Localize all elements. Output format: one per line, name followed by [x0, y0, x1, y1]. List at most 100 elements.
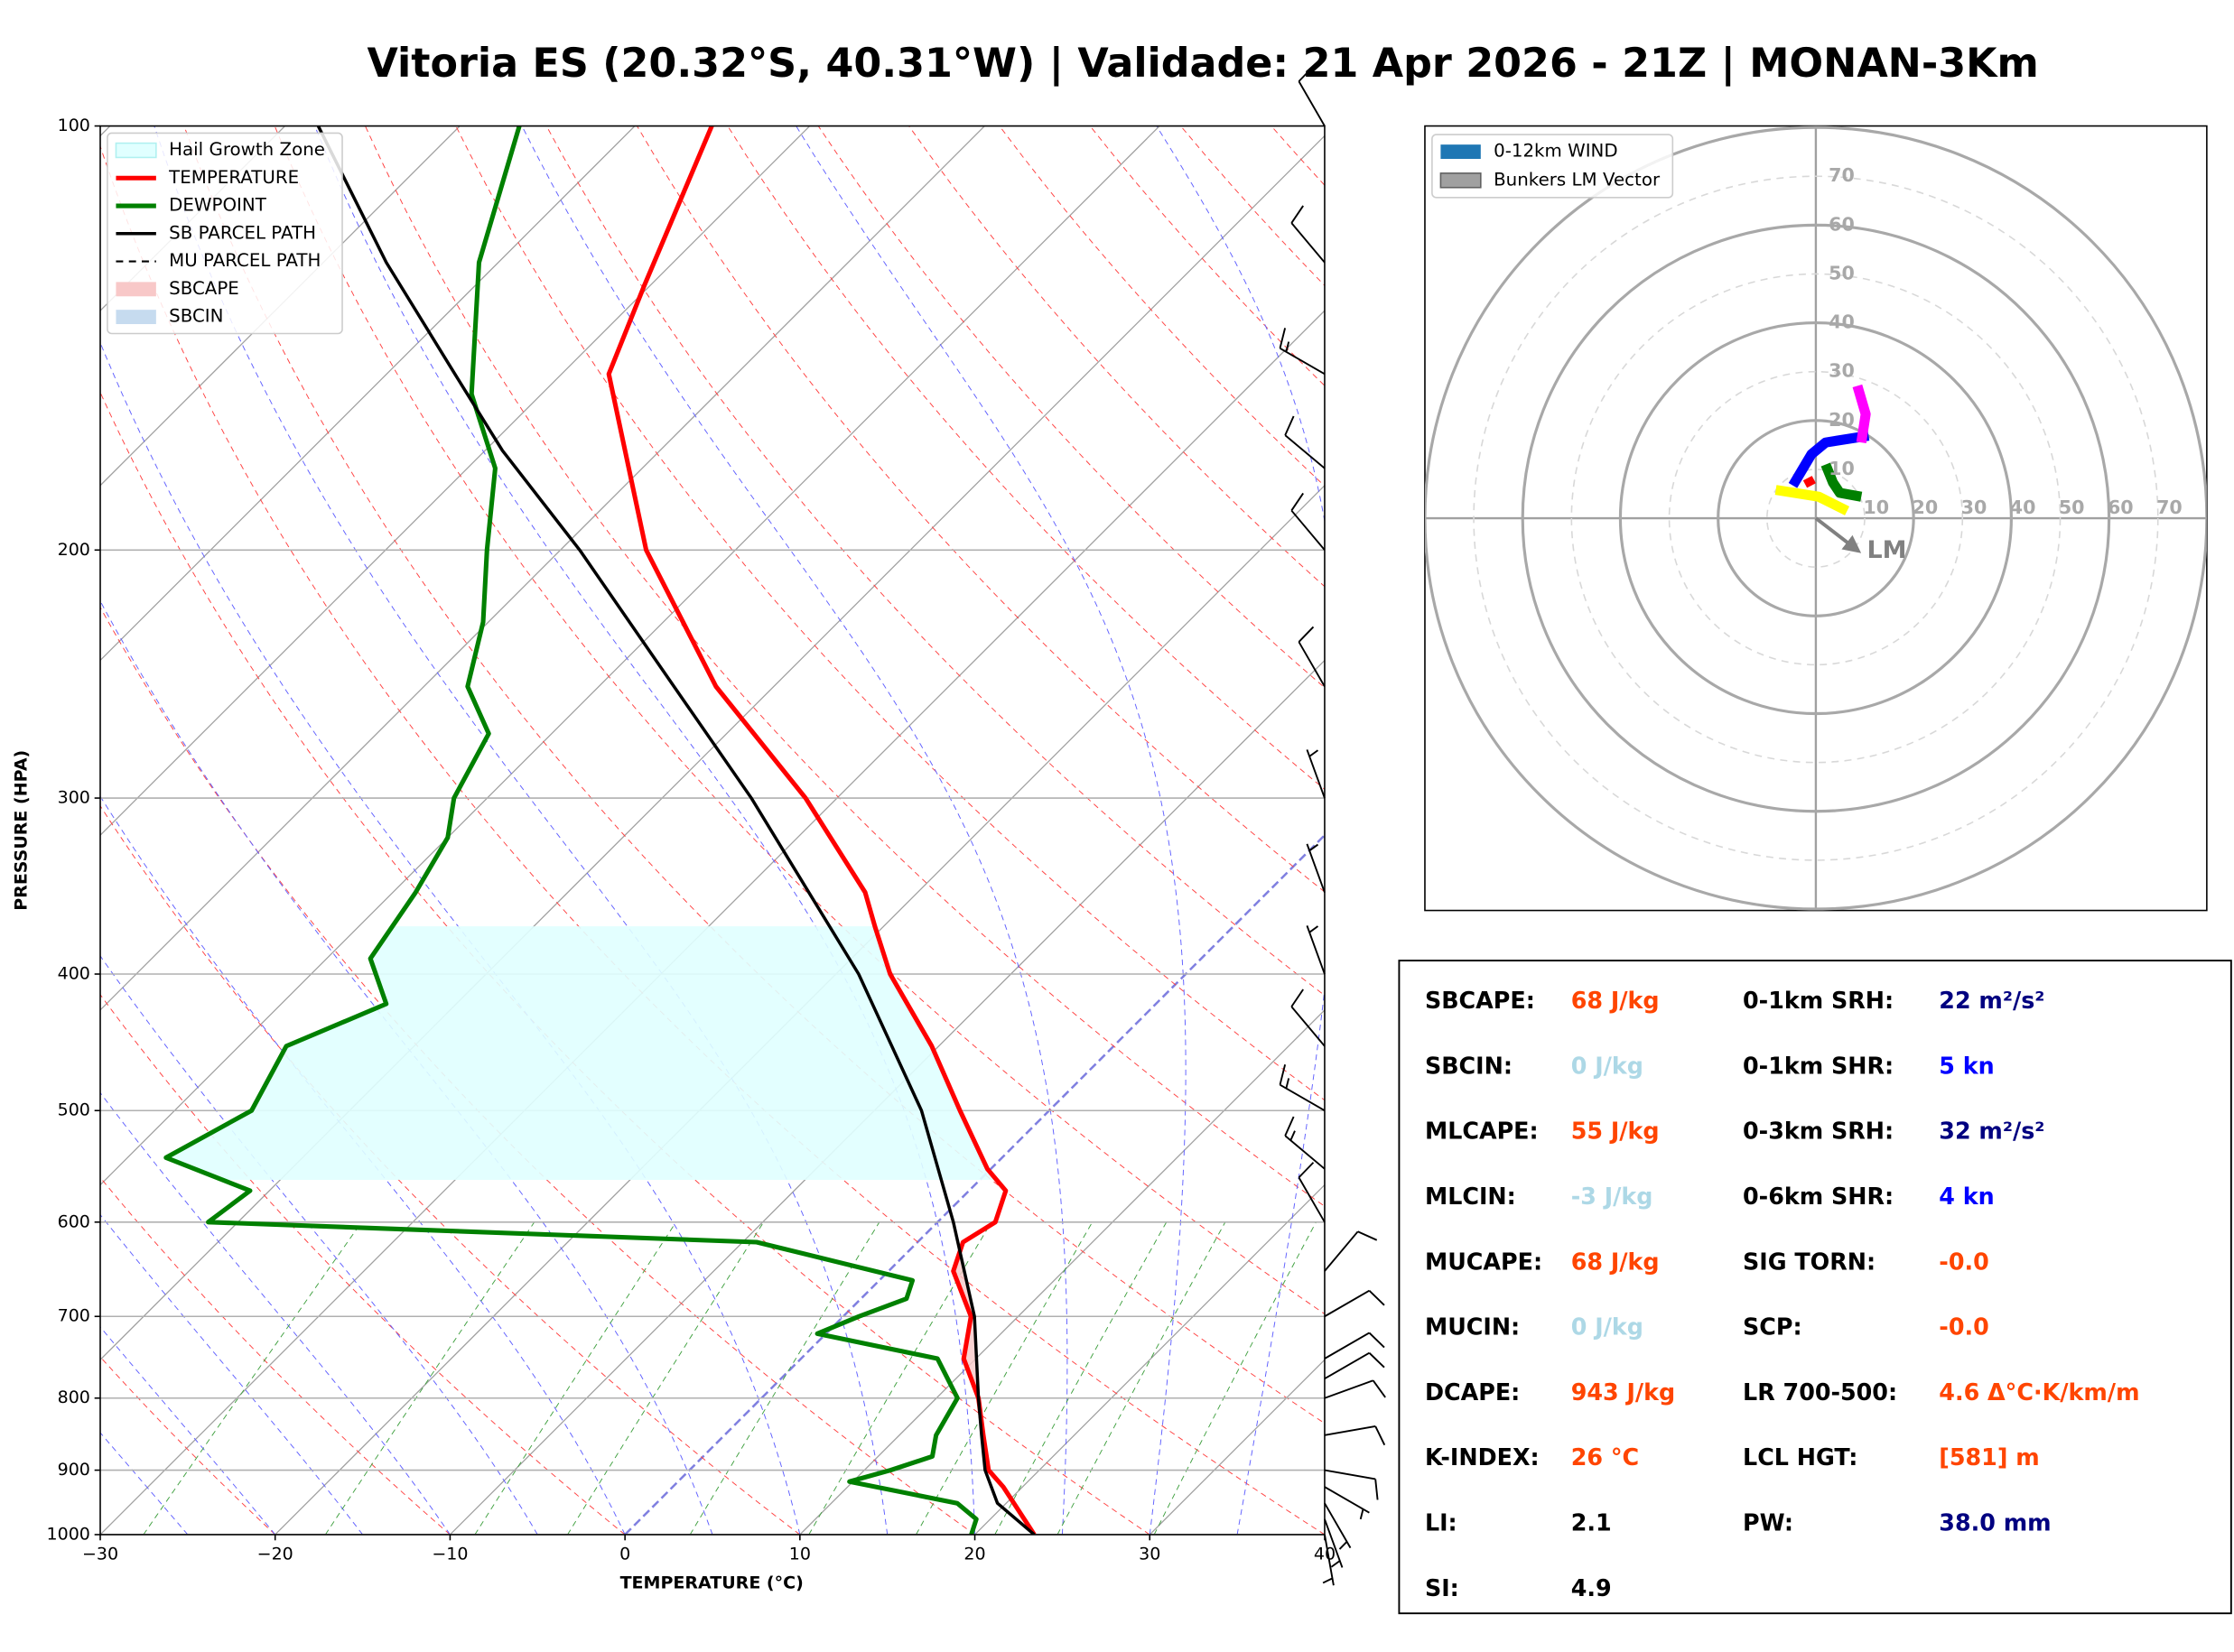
index-label: SIG TORN: — [1743, 1248, 1876, 1275]
x-tick-label: −10 — [432, 1545, 468, 1564]
index-label: MLCAPE: — [1425, 1118, 1539, 1145]
hodo-ring-label: 30 — [1829, 360, 1855, 382]
hodo-ring — [1570, 273, 2062, 764]
wind-barb — [1324, 1502, 1352, 1550]
y-tick-label: 100 — [58, 116, 90, 135]
profile-line — [317, 125, 1036, 1535]
index-value: 2.1 — [1571, 1509, 1612, 1536]
moist-adiabat — [796, 125, 1187, 1535]
index-label: MUCAPE: — [1425, 1248, 1542, 1275]
mixing-ratio-line — [916, 1221, 1094, 1535]
moist-adiabat — [100, 1326, 276, 1535]
sbcape-area — [953, 1251, 979, 1397]
isotherm — [799, 1008, 1325, 1535]
hodo-segment — [1802, 476, 1816, 488]
hodo-ring-label: 70 — [1829, 164, 1855, 186]
dry-adiabat — [637, 125, 1325, 893]
hodo-ring — [1766, 469, 1866, 568]
index-label: SBCIN: — [1425, 1052, 1513, 1079]
hodo-ring-label: 60 — [1829, 213, 1855, 235]
isotherm — [275, 484, 1325, 1535]
mixing-ratio-line — [689, 1221, 880, 1535]
wind-barbs — [1279, 65, 1386, 1586]
mixing-ratio-line — [324, 1221, 535, 1535]
dry-adiabat — [727, 125, 1325, 790]
y-tick-label: 700 — [58, 1306, 90, 1326]
hodo-ring-label: 40 — [1829, 311, 1855, 333]
legend-frame — [107, 132, 343, 335]
legend-frame — [1431, 134, 1674, 199]
profile-line — [606, 125, 1037, 1535]
legend-swatch — [1439, 172, 1482, 189]
legend-label: Bunkers LM Vector — [1494, 169, 1661, 190]
x-tick-label: −20 — [257, 1545, 293, 1564]
moist-adiabat — [100, 341, 801, 1535]
hodo-segment — [1820, 462, 1863, 502]
wind-barb — [1324, 1351, 1385, 1380]
dry-adiabat — [100, 804, 801, 1535]
wind-barb — [1290, 988, 1326, 1047]
y-tick-label: 200 — [58, 540, 90, 560]
index-value: 68 J/kg — [1571, 987, 1660, 1014]
mixing-ratio-line — [994, 1221, 1168, 1535]
index-label: LI: — [1425, 1509, 1457, 1536]
wind-barb — [1324, 1332, 1385, 1360]
wind-barb — [1298, 65, 1326, 127]
indices: SBCAPE: 68 J/kg SBCIN: 0 J/kg MLCAPE: 55 J/kg… — [1425, 987, 2140, 1601]
isotherm — [974, 1183, 1325, 1535]
wind-barb — [1298, 626, 1326, 687]
legend-swatch — [1440, 144, 1481, 160]
legend-label: SB PARCEL PATH — [169, 222, 316, 243]
wind-barb — [1279, 328, 1326, 376]
legend-label: Hail Growth Zone — [169, 139, 325, 160]
index-label: SI: — [1425, 1574, 1459, 1601]
hodo-ring — [1473, 175, 2159, 861]
hodo-ring-label: 70 — [2156, 497, 2183, 518]
isotherm — [100, 125, 1160, 1186]
wind-barb — [1306, 925, 1326, 975]
index-label: 0-1km SHR: — [1743, 1052, 1894, 1079]
index-label: MUCIN: — [1425, 1313, 1520, 1341]
y-tick-label: 1000 — [47, 1524, 90, 1544]
wind-barb — [1324, 1425, 1386, 1446]
moist-adiabat — [521, 125, 1068, 1535]
index-value: 38.0 mm — [1939, 1509, 2051, 1536]
moist-adiabat — [100, 1091, 451, 1535]
wind-barb — [1324, 1486, 1370, 1520]
x-tick-label: 0 — [619, 1545, 630, 1564]
wind-barb — [1324, 1289, 1385, 1318]
wind-barb — [1324, 1379, 1386, 1399]
wind-barb — [1322, 1534, 1335, 1586]
index-value: 5 kn — [1939, 1052, 1994, 1079]
index-value: 55 J/kg — [1571, 1118, 1660, 1145]
moist-adiabat — [154, 125, 889, 1535]
index-value: [581] m — [1939, 1443, 2039, 1471]
isotherm — [100, 125, 461, 487]
index-value: -0.0 — [1939, 1248, 1988, 1275]
index-label: SBCAPE: — [1425, 987, 1535, 1014]
y-axis-label: PRESSURE (HPA) — [11, 750, 31, 911]
hodo-ring — [1717, 419, 1915, 617]
hodo-segment — [1852, 384, 1871, 444]
index-value: 22 m²/s² — [1939, 987, 2044, 1014]
index-label: DCAPE: — [1425, 1378, 1520, 1406]
mixing-ratio-line — [143, 1221, 362, 1535]
dry-adiabat — [183, 125, 1325, 1425]
profile-line — [163, 125, 979, 1535]
index-label: 0-1km SRH: — [1743, 987, 1894, 1014]
mixing-ratio-line — [567, 1221, 765, 1535]
index-value: 0 J/kg — [1571, 1313, 1643, 1341]
mixing-ratio-line — [1056, 1221, 1226, 1535]
indices-panel — [1398, 960, 2232, 1615]
isotherm — [100, 125, 985, 1011]
hodo-ring — [1424, 125, 2207, 911]
index-label: MLCIN: — [1425, 1183, 1516, 1210]
hodo-ring-label: 40 — [2010, 497, 2036, 518]
wind-barb — [1324, 1518, 1344, 1568]
moist-adiabat — [100, 599, 713, 1535]
hodo-segment — [1788, 431, 1870, 488]
moist-adiabat — [100, 795, 626, 1535]
wind-barb — [1298, 1162, 1326, 1223]
